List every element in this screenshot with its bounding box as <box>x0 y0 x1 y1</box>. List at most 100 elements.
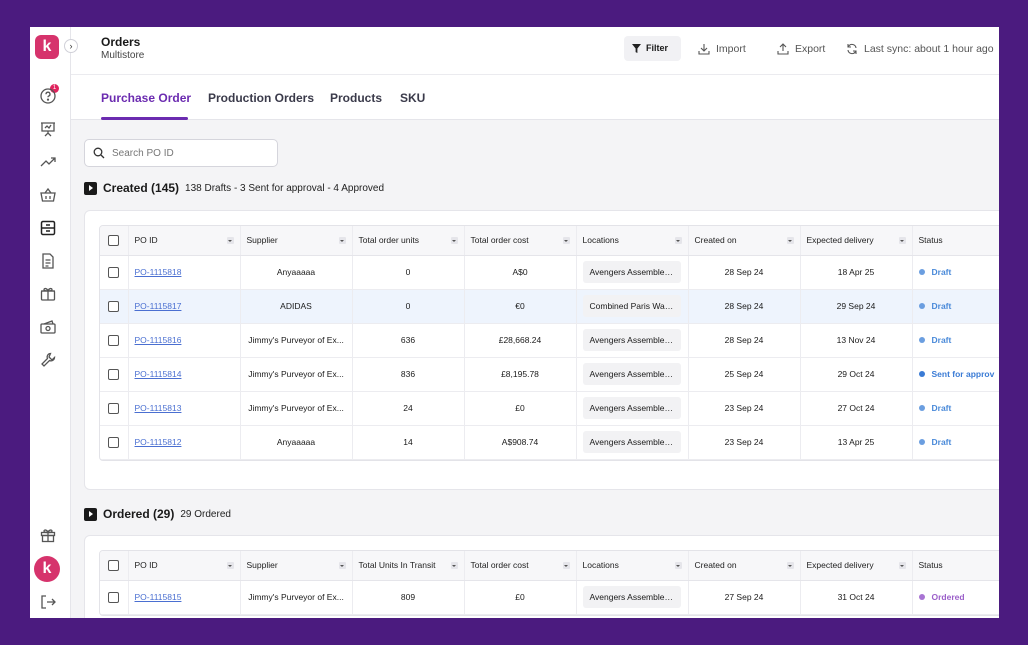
row-checkbox[interactable] <box>108 591 120 603</box>
location-pill[interactable]: Avengers Assemble ... <box>582 261 681 283</box>
expected-delivery-cell: 13 Nov 24 <box>800 323 913 358</box>
sort-icon[interactable] <box>338 237 346 244</box>
po-id-link[interactable]: PO-1115816 <box>134 335 182 345</box>
gift-icon[interactable] <box>39 526 57 544</box>
column-header[interactable]: PO ID <box>128 551 241 581</box>
location-pill[interactable]: Avengers Assemble ... <box>582 329 681 351</box>
table-row[interactable]: PO-1115816 Jimmy's Purveyor of Ex... 636 £2… <box>100 323 999 358</box>
sort-icon[interactable] <box>674 237 682 244</box>
po-id-link[interactable]: PO-1115817 <box>134 301 182 311</box>
presentation-icon[interactable] <box>39 120 57 138</box>
row-checkbox[interactable] <box>108 402 120 414</box>
po-id-cell: PO-1115816 <box>128 323 241 358</box>
box-icon[interactable] <box>39 285 57 303</box>
basket-icon[interactable] <box>39 186 57 204</box>
tab-bar: Purchase Order Production Orders Product… <box>71 75 999 120</box>
sync-status[interactable]: Last sync: about 1 hour ago <box>846 36 994 61</box>
search-input[interactable] <box>112 147 262 159</box>
orders-icon[interactable] <box>39 219 57 237</box>
table-row[interactable]: PO-1115812 Anyaaaaa 14 A$908.74 Avengers Ass… <box>100 425 999 460</box>
filter-button[interactable]: Filter <box>624 36 681 61</box>
column-header[interactable]: Created on <box>688 226 801 256</box>
location-cell: Combined Paris Ware... <box>576 289 689 324</box>
location-pill[interactable]: Avengers Assemble ... <box>582 363 681 385</box>
column-header[interactable]: Supplier <box>240 226 353 256</box>
sort-icon[interactable] <box>674 562 682 569</box>
location-pill[interactable]: Avengers Assemble ... <box>582 397 681 419</box>
column-header[interactable]: Expected delivery <box>800 226 913 256</box>
sort-icon[interactable] <box>226 237 234 244</box>
sort-icon[interactable] <box>898 237 906 244</box>
sort-icon[interactable] <box>562 237 570 244</box>
column-header[interactable]: Expected delivery <box>800 551 913 581</box>
import-button[interactable]: Import <box>698 36 746 61</box>
column-header[interactable]: Locations <box>576 226 689 256</box>
po-id-link[interactable]: PO-1115818 <box>134 267 182 277</box>
po-id-link[interactable]: PO-1115812 <box>134 437 182 447</box>
sort-icon[interactable] <box>786 237 794 244</box>
wrench-icon[interactable] <box>39 351 57 369</box>
table-row[interactable]: PO-1115813 Jimmy's Purveyor of Ex... 24 £0 A… <box>100 391 999 426</box>
column-header-label: Total order cost <box>470 560 529 571</box>
trending-icon[interactable] <box>39 153 57 171</box>
tab-production-orders[interactable]: Production Orders <box>208 91 315 105</box>
user-avatar[interactable]: k <box>34 556 60 582</box>
created-on-cell: 23 Sep 24 <box>688 425 801 460</box>
table-row[interactable]: PO-1115818 Anyaaaaa 0 A$0 Avengers Assemble … <box>100 255 999 290</box>
tab-sku[interactable]: SKU <box>400 91 426 105</box>
sort-icon[interactable] <box>898 562 906 569</box>
column-header[interactable]: Total order cost <box>464 226 577 256</box>
column-header[interactable]: Total order units <box>352 226 465 256</box>
table-row[interactable]: PO-1115814 Jimmy's Purveyor of Ex... 836 £8… <box>100 357 999 392</box>
ordered-toggle-icon[interactable] <box>84 507 97 521</box>
row-checkbox[interactable] <box>108 368 120 380</box>
select-all-checkbox[interactable] <box>108 559 120 571</box>
logout-icon[interactable] <box>39 593 57 611</box>
row-checkbox[interactable] <box>108 334 120 346</box>
column-header[interactable]: Created on <box>688 551 801 581</box>
sort-icon[interactable] <box>226 562 234 569</box>
po-id-link[interactable]: PO-1115813 <box>134 403 182 413</box>
status-label: Draft <box>931 403 952 413</box>
row-checkbox[interactable] <box>108 266 120 278</box>
document-icon[interactable] <box>39 252 57 270</box>
status-cell: Draft <box>912 289 999 324</box>
po-id-cell: PO-1115818 <box>128 255 241 290</box>
column-header-label: Supplier <box>246 560 278 571</box>
sort-icon[interactable] <box>450 562 458 569</box>
location-pill[interactable]: Combined Paris Ware... <box>582 295 681 317</box>
sort-icon[interactable] <box>338 562 346 569</box>
status-label: Draft <box>931 437 952 447</box>
app-logo[interactable]: k <box>35 35 59 59</box>
tab-products[interactable]: Products <box>330 91 383 105</box>
location-pill[interactable]: Avengers Assemble ... <box>582 431 681 453</box>
table-row[interactable]: PO-1115817 ADIDAS 0 €0 Combined Paris Ware..… <box>100 289 999 324</box>
help-icon[interactable] <box>39 87 57 105</box>
created-toggle-icon[interactable] <box>84 181 97 195</box>
row-checkbox[interactable] <box>108 300 120 312</box>
search-box[interactable] <box>84 139 278 167</box>
location-pill[interactable]: Avengers Assemble ... <box>582 586 681 608</box>
money-icon[interactable] <box>39 318 57 336</box>
po-id-link[interactable]: PO-1115815 <box>134 592 182 602</box>
column-header[interactable]: Total Units In Transit <box>352 551 465 581</box>
top-bar: Orders Multistore Filter Import Export L… <box>71 27 999 75</box>
expected-delivery-cell: 29 Oct 24 <box>800 357 913 392</box>
tab-purchase-order[interactable]: Purchase Order <box>101 91 192 105</box>
page-title: Orders <box>101 35 141 49</box>
column-header[interactable]: Supplier <box>240 551 353 581</box>
column-header[interactable]: Status <box>912 226 999 256</box>
row-checkbox[interactable] <box>108 436 120 448</box>
sort-icon[interactable] <box>450 237 458 244</box>
export-button[interactable]: Export <box>777 36 825 61</box>
column-header[interactable]: Status <box>912 551 999 581</box>
collapse-sidebar-button[interactable]: › <box>64 39 78 53</box>
sort-icon[interactable] <box>786 562 794 569</box>
table-row[interactable]: PO-1115815 Jimmy's Purveyor of Ex... 809 £0… <box>100 580 999 615</box>
column-header[interactable]: Locations <box>576 551 689 581</box>
column-header[interactable]: Total order cost <box>464 551 577 581</box>
sort-icon[interactable] <box>562 562 570 569</box>
select-all-checkbox[interactable] <box>108 234 120 246</box>
column-header[interactable]: PO ID <box>128 226 241 256</box>
po-id-link[interactable]: PO-1115814 <box>134 369 182 379</box>
